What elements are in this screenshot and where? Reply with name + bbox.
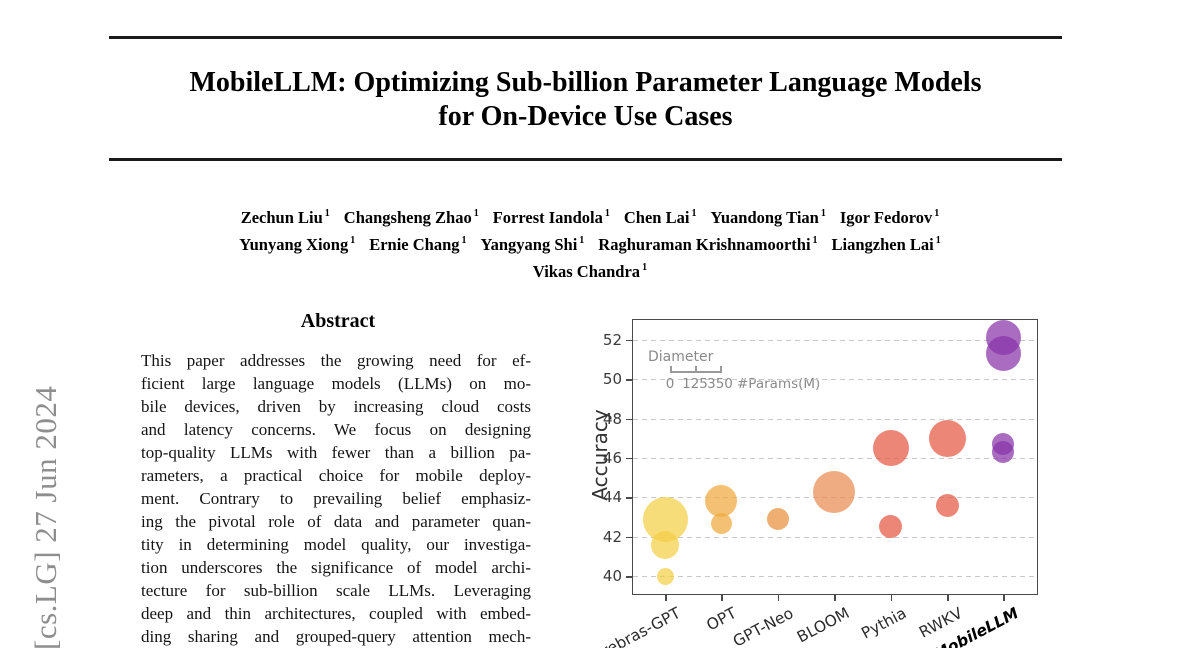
y-tick-mark — [626, 418, 632, 421]
x-tick-mark — [890, 595, 893, 601]
bubble-MobileLLM-350M — [985, 320, 1021, 356]
y-tick-mark — [626, 497, 632, 499]
author-line-3: Vikas Chandra 1 — [60, 256, 1120, 283]
x-tick-mark — [947, 595, 949, 601]
y-tick-mark — [626, 536, 632, 539]
legend-scale-tick — [720, 366, 722, 373]
author-name: Yuandong Tian 1 — [710, 207, 826, 227]
x-tick-mark — [834, 595, 836, 601]
y-tick-label: 50 — [602, 370, 622, 389]
author-name: Chen Lai 1 — [623, 207, 697, 227]
x-category-label-Cerebras-GPT: Cerebras-GPT — [580, 604, 684, 648]
gridline-y52 — [633, 339, 1037, 341]
top-rule — [109, 36, 1062, 39]
bubble-RWKV-430M — [928, 419, 966, 457]
author-name: Vikas Chandra 1 — [532, 261, 648, 281]
legend-tick-label: 0 — [665, 376, 675, 392]
plot-frame — [632, 319, 1038, 595]
affiliation-marker: 1 — [812, 235, 818, 246]
bubble-Pythia-410M — [872, 430, 909, 467]
affiliation-marker: 1 — [604, 208, 610, 219]
legend-tick-label: 125 — [682, 376, 708, 392]
gridline-y42 — [633, 536, 1037, 538]
gridline-y48 — [633, 418, 1037, 420]
affiliation-marker: 1 — [934, 208, 940, 219]
x-category-label-BLOOM: BLOOM — [794, 604, 853, 647]
y-tick-label: 42 — [602, 527, 622, 546]
bubble-MobileLLM-125M — [992, 433, 1015, 456]
bubble-GPT-Neo-125M — [766, 508, 789, 531]
author-name: Yunyang Xiong 1 — [239, 234, 356, 254]
author-name: Yangyang Shi 1 — [480, 234, 585, 254]
x-tick-mark — [721, 595, 723, 601]
bubble-Pythia-160M — [879, 515, 903, 539]
bubble-Cerebras-GPT-111M — [656, 567, 674, 585]
legend-scale-tick — [695, 366, 697, 373]
y-tick-label: 48 — [602, 409, 622, 428]
x-tick-mark — [777, 595, 780, 601]
author-name: Forrest Iandola 1 — [492, 207, 610, 227]
mid-rule — [109, 158, 1062, 161]
author-name: Ernie Chang 1 — [369, 234, 467, 254]
author-name: Raghuraman Krishnamoorthi 1 — [598, 234, 818, 254]
author-line-2: Yunyang Xiong 1 Ernie Chang 1 Yangyang Shi 1 R… — [60, 229, 1120, 256]
paper-title-line2: for On-Device Use Cases — [438, 101, 733, 132]
abstract-heading: Abstract — [300, 310, 376, 332]
y-tick-mark — [626, 457, 632, 460]
paper-title: MobileLLM: Optimizing Sub-billion Parame… — [109, 66, 1062, 134]
x-category-label-GPT-Neo: GPT-Neo — [729, 604, 797, 648]
affiliation-marker: 1 — [579, 235, 585, 246]
legend-tick-label: 350 — [707, 376, 733, 392]
bubble-OPT-350M — [705, 485, 738, 518]
y-tick-mark — [626, 339, 632, 342]
author-block: Zechun Liu 1 Changsheng Zhao 1 Forrest Iando… — [60, 202, 1120, 283]
affiliation-marker: 1 — [935, 235, 941, 246]
y-tick-mark — [626, 576, 632, 578]
author-name: Zechun Liu 1 — [240, 207, 330, 227]
affiliation-marker: 1 — [691, 208, 697, 219]
paper-title-line1: MobileLLM: Optimizing Sub-billion Parame… — [189, 67, 982, 98]
author-name: Liangzhen Lai 1 — [831, 234, 941, 254]
affiliation-marker: 1 — [461, 235, 467, 246]
gridline-y50 — [633, 379, 1037, 381]
abstract-text: This paper addresses the growing need fo… — [141, 351, 531, 646]
bubble-BLOOM-560M — [813, 470, 856, 513]
author-line-1: Zechun Liu 1 Changsheng Zhao 1 Forrest Iando… — [60, 202, 1120, 229]
y-tick-label: 44 — [602, 488, 622, 507]
affiliation-marker: 1 — [324, 208, 330, 219]
affiliation-marker: 1 — [350, 235, 356, 246]
bubble-RWKV-169M — [935, 493, 959, 517]
gridline-y46 — [633, 457, 1037, 459]
author-name: Changsheng Zhao 1 — [343, 207, 479, 227]
affiliation-marker: 1 — [642, 262, 648, 273]
y-tick-label: 46 — [602, 448, 622, 467]
x-category-label-OPT: OPT — [704, 604, 740, 635]
affiliation-marker: 1 — [820, 208, 826, 219]
affiliation-marker: 1 — [473, 208, 479, 219]
y-tick-label: 52 — [602, 330, 622, 349]
x-tick-mark — [1003, 595, 1005, 601]
arxiv-stamp: [cs.LG] 27 Jun 2024 — [28, 385, 63, 648]
y-tick-mark — [626, 379, 632, 381]
legend-title: Diameter — [648, 349, 714, 365]
legend-scale-tick — [670, 366, 672, 373]
x-tick-mark — [665, 595, 667, 601]
x-category-label-Pythia: Pythia — [858, 604, 910, 643]
bubble-Cerebras-GPT-590M — [642, 496, 688, 542]
bubble-OPT-125M — [710, 512, 732, 534]
author-name: Igor Fedorov 1 — [839, 207, 940, 227]
y-tick-label: 40 — [602, 567, 622, 586]
gridline-y40 — [633, 576, 1037, 578]
